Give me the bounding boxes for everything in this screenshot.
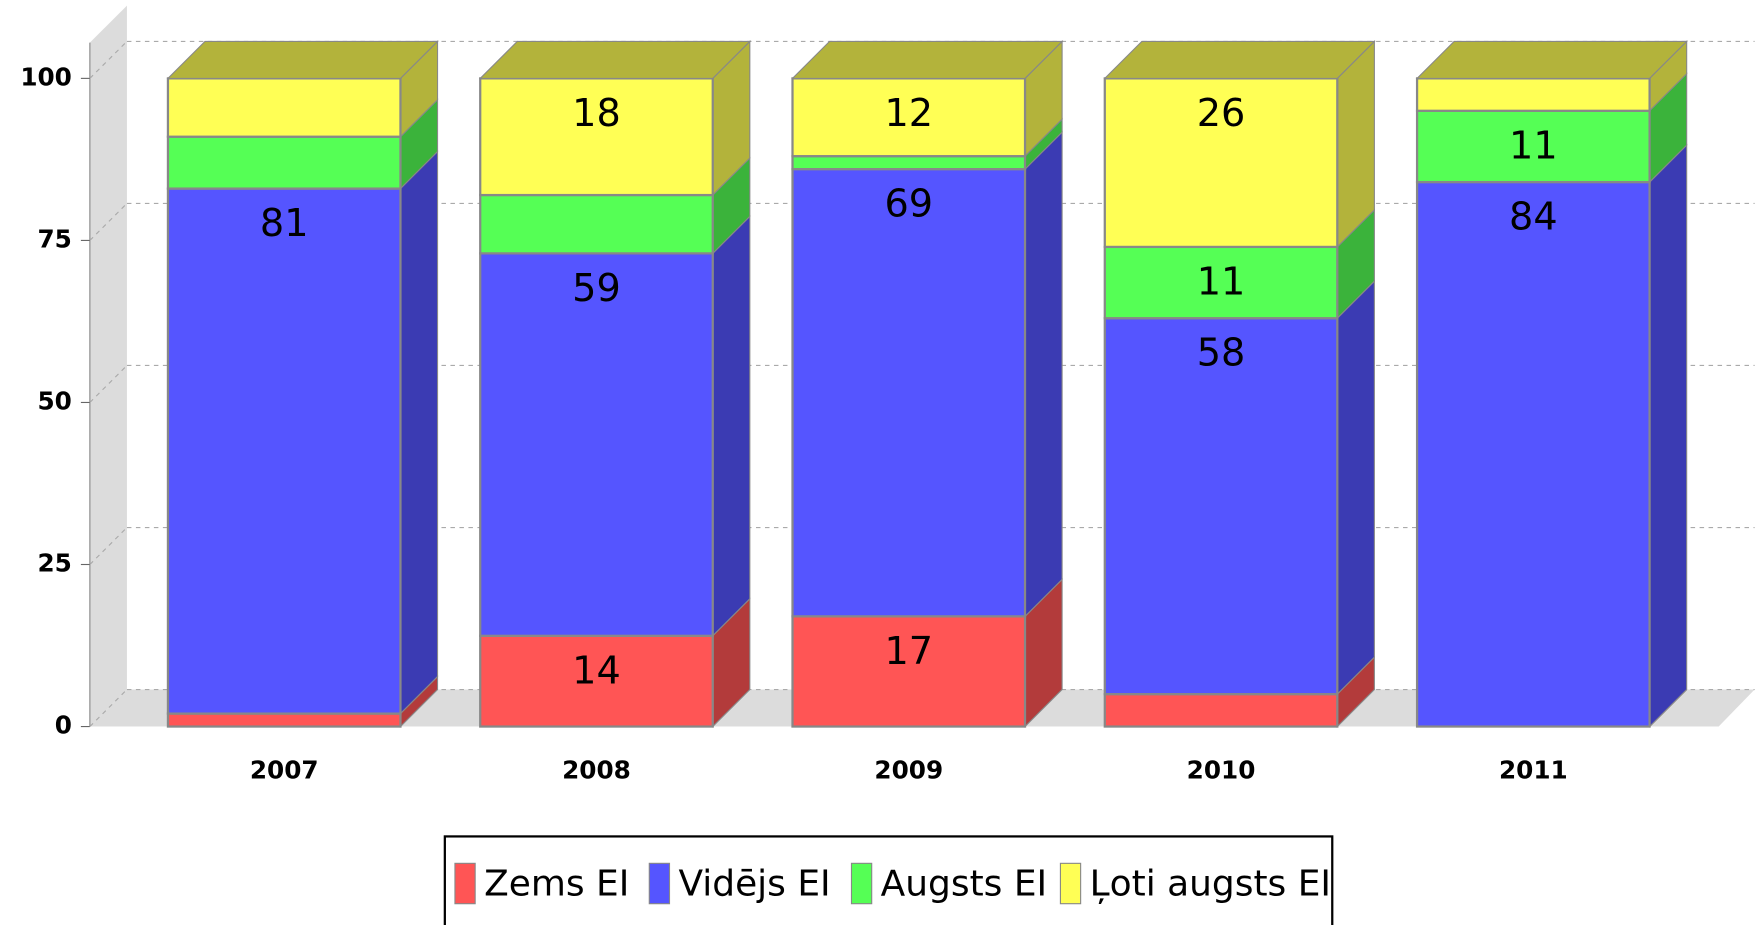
bar-side: [1024, 130, 1063, 618]
bar: [166, 187, 402, 715]
data-label: 81: [260, 201, 309, 245]
bar-top: [166, 40, 439, 79]
bar: [791, 155, 1027, 171]
data-label: 11: [1197, 259, 1246, 303]
legend-swatch: [648, 862, 671, 905]
bar: [791, 615, 1027, 728]
x-tick-label: 2010: [1187, 755, 1256, 784]
x-tick-label: 2008: [562, 755, 631, 784]
y-tick-label: 25: [38, 549, 72, 578]
bar: [479, 77, 714, 197]
bar: [1103, 693, 1339, 728]
bar: [479, 193, 714, 255]
legend-label: Augsts EI: [881, 864, 1047, 905]
y-tick-label: 100: [20, 62, 72, 91]
bar: [1415, 77, 1651, 112]
data-label: 59: [572, 266, 621, 310]
x-tick-label: 2007: [250, 755, 319, 784]
legend-swatch: [850, 862, 873, 905]
y-tick-label: 75: [38, 224, 72, 253]
data-label: 69: [884, 182, 933, 226]
bar: [166, 712, 402, 728]
bar: [1103, 77, 1339, 249]
legend-label: Zems EI: [484, 864, 629, 905]
bar: [1103, 245, 1339, 320]
bar: [479, 634, 714, 728]
bar: [166, 77, 402, 138]
x-tick-label: 2011: [1499, 755, 1568, 784]
data-label: 14: [572, 648, 621, 692]
left-wall: [89, 5, 127, 727]
x-tick-label: 2009: [874, 755, 943, 784]
data-label: 26: [1197, 91, 1246, 135]
bar-side: [399, 150, 439, 715]
bar-top: [1415, 40, 1689, 79]
legend-label: Vidējs EI: [678, 864, 830, 905]
legend-box: [443, 835, 1334, 925]
data-label: 12: [884, 91, 933, 135]
legend-swatch: [454, 862, 476, 905]
bar: [1103, 317, 1339, 696]
legend-label: Ļoti augsts EI: [1090, 864, 1331, 905]
bar-top: [791, 40, 1064, 79]
data-label: 58: [1197, 331, 1246, 375]
bar: [166, 135, 402, 190]
bar-top: [478, 40, 752, 79]
bar: [1415, 109, 1651, 184]
y-tick-label: 50: [38, 386, 72, 415]
bar-side: [1649, 143, 1688, 728]
bar: [791, 168, 1027, 618]
data-label: 18: [572, 91, 621, 135]
bar: [1415, 180, 1651, 728]
data-label: 84: [1509, 195, 1558, 239]
bar: [479, 252, 714, 637]
data-label: 11: [1509, 123, 1558, 167]
legend-swatch: [1059, 862, 1082, 905]
bar: [791, 77, 1027, 158]
data-label: 17: [884, 629, 933, 673]
y-tick-label: 0: [55, 711, 72, 740]
bar-side: [712, 215, 751, 638]
bar-top: [1103, 40, 1376, 79]
bar-side: [1336, 279, 1375, 696]
